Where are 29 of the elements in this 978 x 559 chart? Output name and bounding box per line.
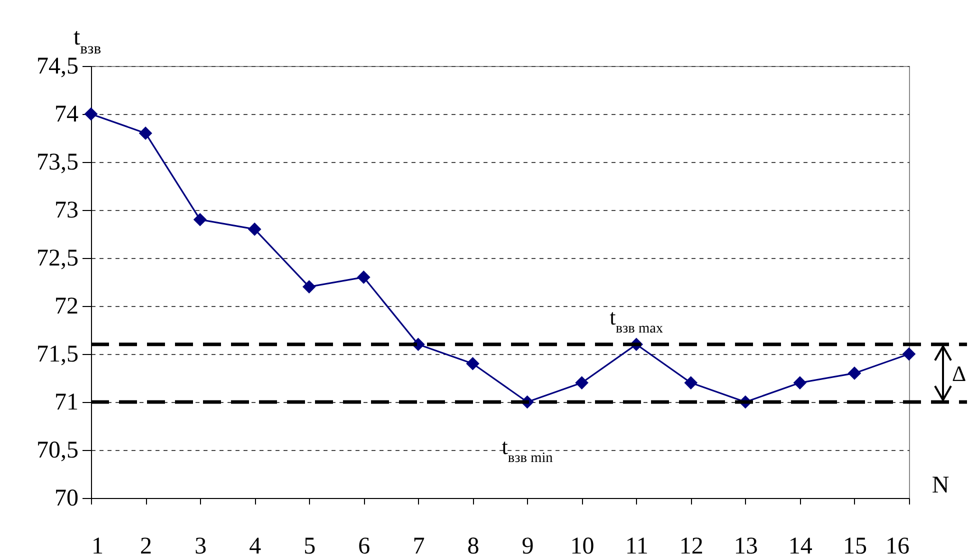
y-tick-label: 70,5: [36, 438, 78, 464]
x-tick-label: 14: [788, 534, 812, 559]
y-tick-label: 71,5: [36, 342, 78, 368]
x-tick-label: 4: [249, 534, 262, 559]
ref-line-label: t$_{взв max}$: [610, 304, 664, 336]
x-tick-label: 15: [842, 534, 867, 559]
x-tick-label: 12: [679, 534, 704, 559]
y-tick-label: 73,5: [36, 150, 78, 176]
y-tick-label: 71: [54, 390, 78, 416]
ref-line-label: t$_{взв min}$: [502, 434, 553, 466]
x-tick-label: 8: [467, 534, 480, 559]
x-tick-label: 10: [570, 534, 594, 559]
x-tick-label: 13: [734, 534, 758, 559]
y-tick-label: 72: [54, 294, 78, 320]
text: Δ: [952, 361, 966, 386]
y-tick-label: 72,5: [36, 246, 78, 272]
x-tick-label: 11: [625, 534, 648, 559]
y-tick-label: 70: [54, 486, 78, 512]
y-tick-label: 73: [54, 198, 78, 224]
x-tick-label: 3: [194, 534, 207, 559]
x-tick-label: 9: [522, 534, 534, 559]
x-tick-label: 6: [358, 534, 370, 559]
x-tick-label: 7: [412, 534, 425, 559]
x-tick-label: 16: [886, 534, 910, 559]
x-axis-title: N: [932, 472, 950, 498]
x-tick-label: 5: [304, 534, 316, 559]
x-tick-label: 1: [92, 534, 104, 559]
y-tick-label: 74: [54, 102, 78, 128]
x-tick-label: 2: [140, 534, 152, 559]
